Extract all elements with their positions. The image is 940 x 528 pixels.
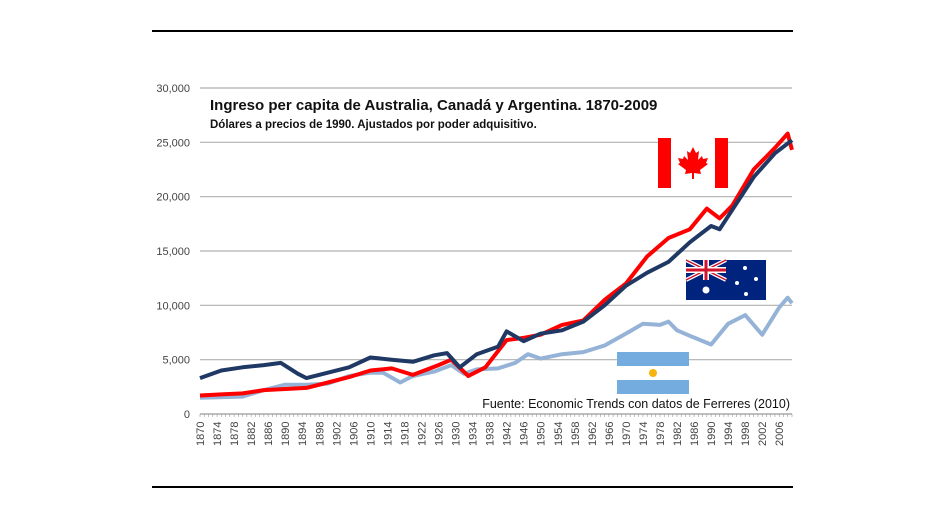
x-tick-label: 1998 — [740, 422, 752, 446]
x-tick-label: 1914 — [382, 422, 394, 446]
chart-subtitle: Dólares a precios de 1990. Ajustados por… — [210, 119, 537, 131]
x-tick-label: 1922 — [416, 422, 428, 446]
x-tick-label: 1982 — [672, 422, 684, 446]
canada-flag — [658, 138, 728, 188]
chart-title: Ingreso per capita de Australia, Canadá … — [210, 97, 657, 114]
x-tick-label: 1902 — [331, 422, 343, 446]
x-tick-label: 1930 — [451, 422, 463, 446]
x-tick-label: 1906 — [348, 422, 360, 446]
series-line-canada — [199, 131, 794, 398]
x-tick-label: 1958 — [570, 422, 582, 446]
x-tick-label: 1962 — [587, 422, 599, 446]
x-tick-label: 1894 — [297, 422, 309, 446]
sun-icon — [649, 369, 657, 377]
x-tick-label: 1910 — [365, 422, 377, 446]
y-tick-label: 25,000 — [156, 137, 190, 149]
x-tick-label: 1918 — [399, 422, 411, 446]
x-tick-label: 1874 — [212, 422, 224, 446]
maple-leaf-icon — [678, 147, 708, 179]
x-tick-label: 1994 — [723, 422, 735, 446]
series-line-australia — [199, 138, 794, 381]
x-tick-label: 1942 — [502, 422, 514, 446]
y-tick-label: 20,000 — [156, 192, 190, 204]
x-tick-label: 1966 — [604, 422, 616, 446]
australia-flag — [685, 258, 766, 300]
x-tick-label: 1978 — [655, 422, 667, 446]
x-tick-label: 1986 — [689, 422, 701, 446]
x-tick-label: 2002 — [757, 422, 769, 446]
x-tick-label: 1938 — [485, 422, 497, 446]
x-tick-label: 1946 — [519, 422, 531, 446]
x-tick-label: 2006 — [774, 422, 786, 446]
x-tick-label: 1886 — [263, 422, 275, 446]
x-tick-label: 1898 — [314, 422, 326, 446]
y-tick-label: 0 — [184, 409, 190, 421]
x-tick-label: 1954 — [553, 422, 565, 446]
x-tick-label: 1890 — [280, 422, 292, 446]
x-tick-label: 1934 — [468, 422, 480, 446]
argentina-flag — [617, 352, 689, 394]
x-tick-label: 1990 — [706, 422, 718, 446]
y-tick-label: 5,000 — [162, 355, 190, 367]
x-tick-label: 1950 — [536, 422, 548, 446]
x-tick-label: 1882 — [246, 422, 258, 446]
x-tick-label: 1970 — [621, 422, 633, 446]
x-tick-label: 1974 — [638, 422, 650, 446]
y-tick-label: 15,000 — [156, 246, 190, 258]
x-tick-label: 1926 — [434, 422, 446, 446]
x-tick-label: 1878 — [229, 422, 241, 446]
y-tick-label: 30,000 — [156, 83, 190, 95]
chart-source: Fuente: Economic Trends con datos de Fer… — [482, 397, 790, 411]
y-tick-label: 10,000 — [156, 300, 190, 312]
x-tick-label: 1870 — [195, 422, 207, 446]
